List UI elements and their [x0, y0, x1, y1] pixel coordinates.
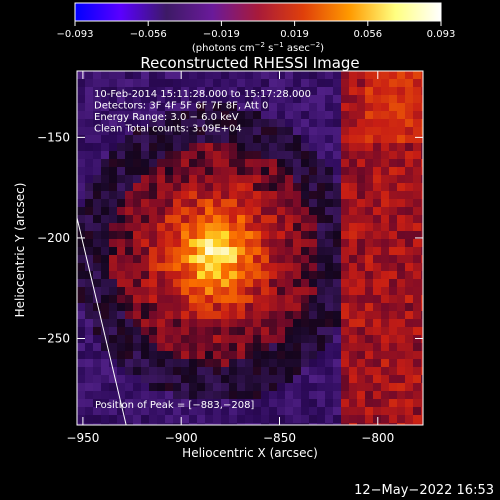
colorbar: [74, 2, 442, 22]
y-tick-label: −150: [37, 130, 70, 144]
colorbar-tick-label: −0.056: [130, 29, 167, 40]
footer-timestamp: 12−May−2022 16:53: [354, 483, 494, 498]
info-line: Clean Total counts: 3.09E+04: [94, 124, 242, 135]
y-axis-label: Heliocentric Y (arcsec): [13, 183, 27, 318]
info-line: Energy Range: 3.0 − 6.0 keV: [94, 112, 239, 123]
observation-info: 10-Feb-2014 15:11:28.000 to 15:17:28.000…: [94, 89, 311, 135]
solar-limb-line: [77, 217, 127, 425]
colorbar-tick-label: 0.056: [353, 29, 382, 40]
colorbar-ticks: −0.093 −0.056 −0.019 0.019 0.056 0.093: [56, 21, 455, 40]
y-axis-ticks: −150 −200 −250: [37, 130, 423, 346]
colorbar-tick-label: −0.019: [203, 29, 240, 40]
heatmap-image: [77, 71, 423, 425]
colorbar-tick-label: 0.019: [280, 29, 309, 40]
y-tick-label: −250: [37, 332, 70, 346]
colorbar-tick-label: −0.093: [56, 29, 93, 40]
info-line: 10-Feb-2014 15:11:28.000 to 15:17:28.000: [94, 89, 311, 100]
x-tick-label: −800: [361, 431, 394, 445]
chart-title: Reconstructed RHESSI Image: [140, 54, 359, 72]
peak-position-label: Position of Peak = [−883,−208]: [95, 400, 254, 411]
x-tick-label: −950: [66, 431, 99, 445]
y-tick-label: −200: [37, 231, 70, 245]
info-line: Detectors: 3F 4F 5F 6F 7F 8F, Att 0: [94, 101, 268, 112]
plot-frame: [76, 70, 424, 426]
x-tick-label: −900: [165, 431, 198, 445]
colorbar-tick-label: 0.093: [427, 29, 456, 40]
x-axis-ticks: −950 −900 −850 −800: [66, 71, 394, 445]
x-tick-label: −850: [263, 431, 296, 445]
x-axis-label: Heliocentric X (arcsec): [182, 446, 318, 460]
colorbar-units-label: (photons cm−2 s−1 asec−2): [192, 41, 324, 54]
